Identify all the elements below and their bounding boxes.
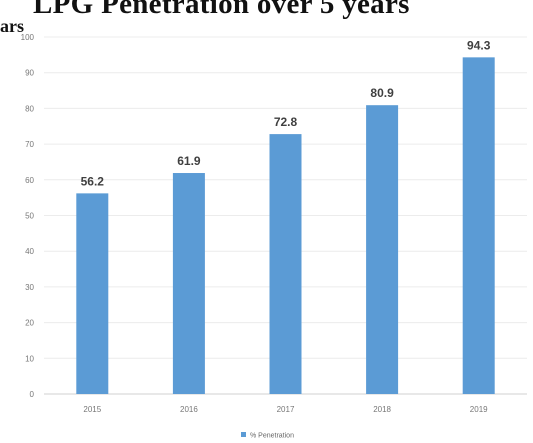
bar: [172, 173, 205, 394]
x-tick-label: 2019: [470, 405, 488, 414]
y-tick-label: 100: [21, 33, 35, 42]
data-labels: 56.2 61.9 72.8 80.9 94.3: [81, 38, 491, 188]
legend-swatch: [241, 432, 246, 437]
y-tick-label: 50: [25, 212, 34, 221]
x-tick-label: 2015: [83, 405, 101, 414]
y-tick-label: 10: [25, 354, 34, 363]
data-label: 56.2: [81, 174, 105, 188]
y-tick-label: 20: [25, 319, 34, 328]
x-tick-label: 2016: [180, 405, 198, 414]
y-tick-label: 70: [25, 140, 34, 149]
bar: [366, 105, 399, 394]
bar: [76, 193, 109, 394]
y-tick-label: 40: [25, 247, 34, 256]
data-label: 80.9: [370, 86, 394, 100]
bars: [76, 57, 495, 394]
x-axis-ticks: 2015 2016 2017 2018 2019: [83, 405, 488, 414]
y-tick-label: 90: [25, 69, 34, 78]
chart-title-fragment: ars: [0, 16, 26, 37]
y-tick-label: 80: [25, 104, 34, 113]
chart-title: LPG Penetration over 5 years: [33, 0, 410, 20]
legend-label: % Penetration: [250, 433, 294, 440]
bar: [269, 134, 302, 394]
y-tick-label: 60: [25, 176, 34, 185]
y-tick-label: 30: [25, 283, 34, 292]
x-tick-label: 2018: [373, 405, 391, 414]
bar: [462, 57, 495, 394]
data-label: 94.3: [467, 38, 491, 52]
y-axis-ticks: 0 10 20 30 40 50 60 70 80 90 100: [21, 33, 35, 399]
x-tick-label: 2017: [277, 405, 295, 414]
data-label: 72.8: [274, 115, 298, 129]
data-label: 61.9: [177, 154, 201, 168]
legend: % Penetration: [241, 432, 294, 440]
y-tick-label: 0: [30, 390, 35, 399]
